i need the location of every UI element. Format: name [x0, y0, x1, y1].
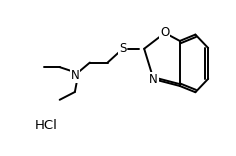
Text: N: N — [149, 73, 158, 86]
Text: N: N — [71, 69, 79, 82]
Text: S: S — [119, 42, 126, 55]
Text: O: O — [160, 26, 169, 39]
Text: HCl: HCl — [35, 119, 58, 132]
